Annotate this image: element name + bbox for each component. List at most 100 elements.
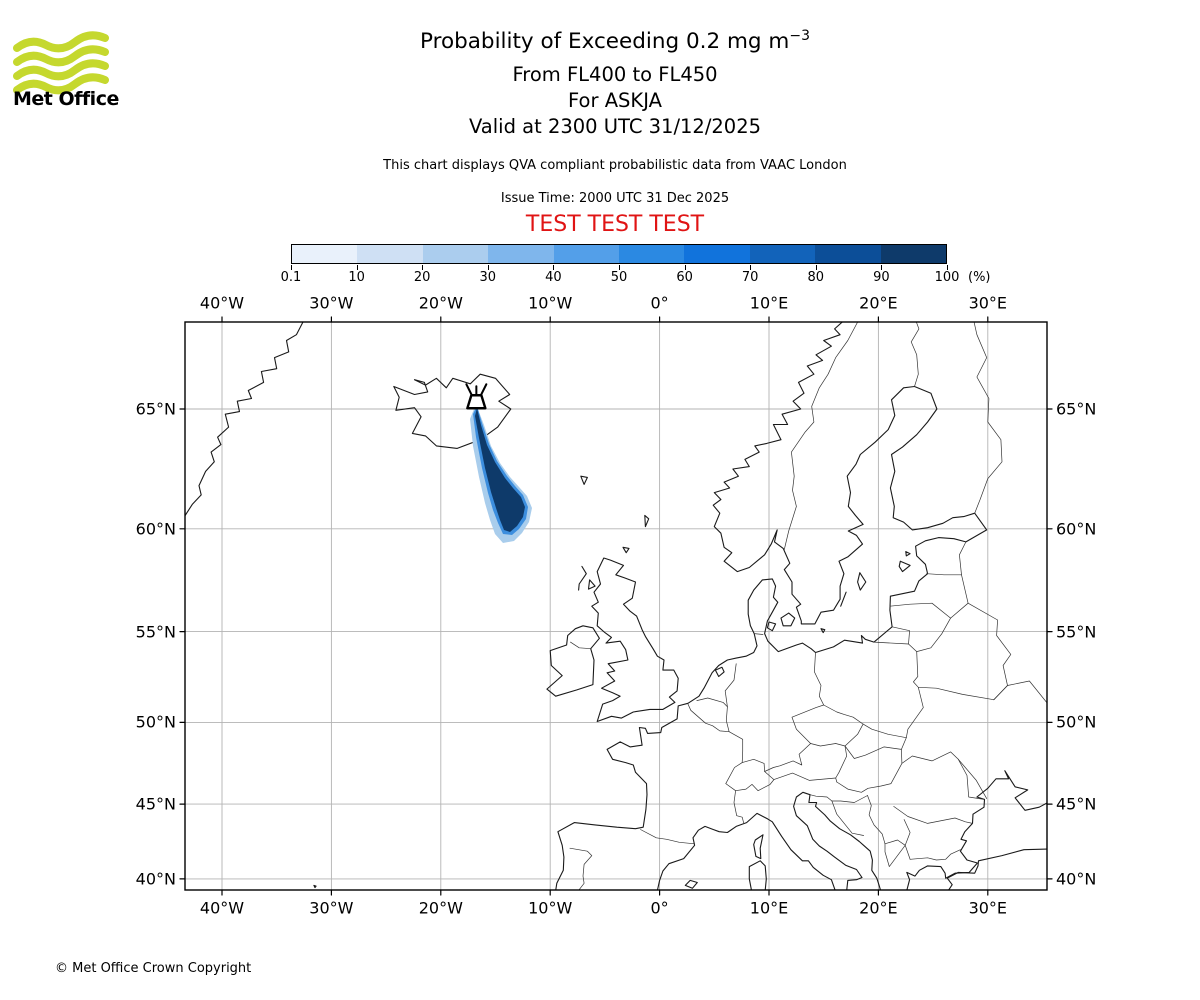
colorbar-tick [422, 265, 424, 270]
lat-label-right: 60°N [1056, 519, 1097, 539]
lat-label-right: 55°N [1056, 622, 1097, 642]
lon-label-top: 20°W [418, 293, 463, 313]
coastline-blacksea-south-turkey-coast [946, 848, 1047, 890]
colorbar-segment [619, 245, 685, 263]
test-banner: TEST TEST TEST [525, 212, 705, 237]
colorbar-tick-label: 90 [873, 270, 890, 285]
lon-label-top: 30°W [309, 293, 354, 313]
coastline-italy-east-adriatic-coast [793, 791, 882, 890]
lon-label-bottom: 10°E [749, 898, 789, 918]
border-bulgaria-greece-turkey [909, 849, 961, 861]
lon-label-top: 10°W [528, 293, 573, 313]
coastline-funen [766, 621, 777, 632]
border-netherlands-germany [724, 663, 737, 708]
coastline-corsica [753, 834, 764, 860]
border-austria-hungary [835, 745, 848, 783]
lat-label-left: 55°N [135, 622, 176, 642]
border-czech-slovakia [844, 723, 864, 747]
colorbar-tick-label: 60 [676, 270, 693, 285]
coastline-oland [840, 591, 847, 607]
border-slovakia-hungary [844, 737, 907, 759]
border-france-switzerland [725, 762, 743, 784]
lon-label-top: 10°E [749, 293, 789, 313]
colorbar-tick-label: 70 [741, 270, 759, 285]
colorbar-segment [357, 245, 423, 263]
border-norway-sweden [783, 322, 859, 550]
lon-label-top: 20°E [859, 293, 898, 313]
plume-layer [475, 408, 525, 532]
coastline-great-britain [591, 557, 679, 723]
colorbar-segment [880, 245, 947, 263]
coastline-saaremaa [898, 560, 911, 573]
border-poland-east [905, 643, 924, 739]
coastline-iberia-med-italy-west-coast [656, 812, 836, 890]
colorbar-tick [947, 265, 948, 270]
map-frame [184, 321, 1048, 891]
coastline-outer-hebrides [578, 565, 587, 591]
border-finland-russia [973, 322, 1003, 514]
probability-colorbar [291, 244, 947, 264]
border-poland-germany [814, 652, 825, 706]
border-bulgaria-romania-danube [893, 806, 973, 824]
border-romania-north [901, 751, 985, 800]
border-belarus-russia [967, 602, 1012, 701]
colorbar-tick-label: 80 [807, 270, 825, 285]
lat-label-left: 65°N [135, 399, 176, 419]
coastline-azores-islet [313, 884, 317, 889]
border-latvia-belarus [950, 574, 969, 619]
volcano-marker [465, 383, 488, 410]
colorbar-tick-label: 40 [545, 270, 562, 285]
border-bulgaria-serbia [903, 819, 911, 860]
map-canvas [179, 316, 1053, 896]
lat-label-left: 50°N [135, 712, 176, 732]
lon-label-bottom: 10°W [528, 898, 573, 918]
logo-wordmark: Met Office [13, 88, 119, 110]
coastline-sardinia [748, 860, 767, 890]
volcano-symbol [466, 394, 487, 410]
border-czech-ring [791, 704, 846, 747]
lon-label-top: 40°W [199, 293, 245, 313]
colorbar-tick [619, 265, 620, 270]
coastline-orkney [622, 546, 630, 554]
coastline-iceland [393, 373, 512, 449]
lat-label-left: 45°N [135, 794, 176, 814]
colorbar-segment [488, 245, 554, 263]
colorbar-tick-label: 50 [610, 270, 628, 285]
lon-label-bottom: 30°E [968, 898, 1008, 918]
graticule [185, 322, 1047, 890]
border-sweden-finland [910, 322, 920, 387]
colorbar-tick [553, 265, 555, 270]
subtitle-flight-levels: From FL400 to FL450 [512, 63, 718, 86]
colorbar-tick [815, 265, 817, 270]
lon-label-top: 30°E [968, 293, 1008, 313]
border-kaliningrad [873, 626, 910, 645]
border-belgium-germany [725, 706, 730, 733]
border-croatia-slovenia [809, 794, 833, 802]
title-exponent: −3 [789, 28, 810, 44]
lat-label-left: 60°N [135, 519, 176, 539]
border-macedonia-albania [884, 839, 906, 867]
border-lithuania-belarus [916, 617, 951, 652]
border-belgium-france [687, 703, 730, 733]
border-moldova [957, 758, 988, 799]
colorbar-tick [750, 265, 752, 270]
colorbar-segment [422, 245, 489, 263]
coastline-shetland [644, 514, 650, 528]
lat-label-right: 50°N [1056, 712, 1097, 732]
logo-wave-4 [13, 73, 109, 95]
colorbar-segment [553, 245, 620, 263]
border-serbia-west [867, 795, 886, 845]
border-ni-border [570, 641, 592, 650]
colorbar-segment [292, 245, 358, 263]
lon-label-bottom: 0° [650, 898, 669, 918]
lon-label-bottom: 40°W [199, 898, 245, 918]
colorbar-tick [291, 265, 292, 270]
border-switzerland-north [741, 758, 775, 780]
border-croatia-bosnia [831, 795, 868, 803]
colorbar-unit-label: (%) [968, 270, 991, 285]
border-latvia-lithuania [889, 602, 951, 619]
border-belgium-netherlands [696, 697, 728, 708]
lon-label-bottom: 30°W [309, 898, 354, 918]
border-germany-denmark [753, 633, 764, 635]
